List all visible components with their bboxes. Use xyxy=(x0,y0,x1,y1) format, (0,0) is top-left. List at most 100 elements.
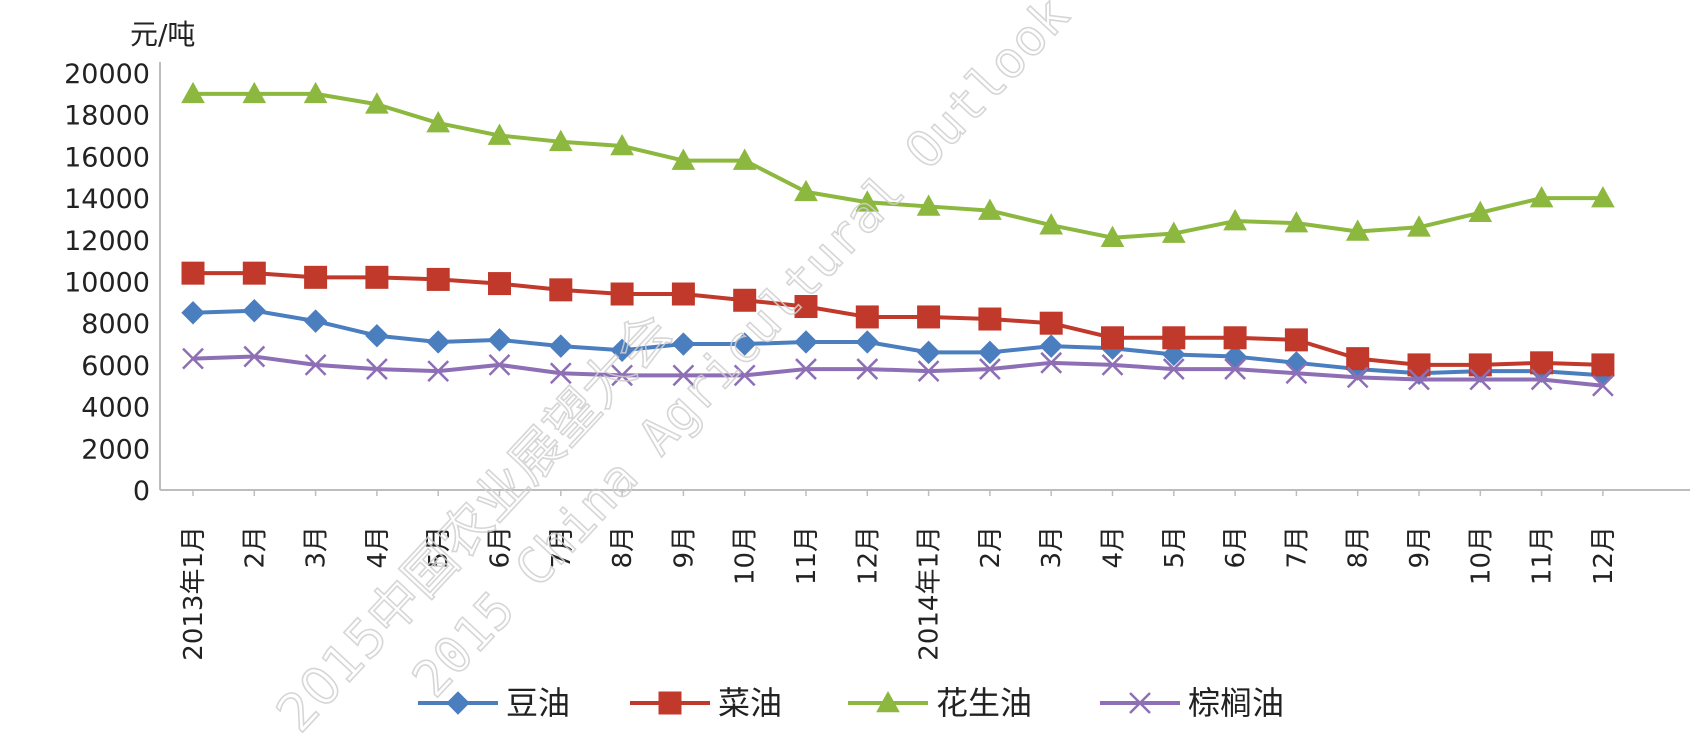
data-point xyxy=(1039,311,1063,335)
data-point xyxy=(365,324,389,348)
data-point xyxy=(1408,368,1430,391)
data-point xyxy=(979,358,1001,380)
series-3 xyxy=(181,81,1615,248)
data-point xyxy=(242,298,267,323)
data-point xyxy=(303,309,328,333)
data-point xyxy=(181,301,205,325)
data-point xyxy=(1039,213,1064,235)
x-tick-label: 2014年1月 xyxy=(915,526,945,661)
data-point xyxy=(1591,353,1615,377)
data-point xyxy=(1039,334,1063,358)
x-tick-label: 3月 xyxy=(1037,526,1067,569)
data-point xyxy=(855,305,879,329)
data-point xyxy=(1592,374,1614,397)
data-point xyxy=(1468,353,1492,377)
data-point xyxy=(1407,353,1431,377)
data-point xyxy=(1345,219,1370,241)
data-point xyxy=(671,148,696,170)
data-point xyxy=(611,364,633,387)
x-tick-label: 2月 xyxy=(976,526,1006,569)
y-tick-label: 12000 xyxy=(64,226,150,257)
x-tick-label: 11月 xyxy=(792,526,822,585)
data-point xyxy=(488,272,511,296)
y-tick-label: 20000 xyxy=(64,59,150,90)
x-tick-label: 11月 xyxy=(1528,526,1558,585)
legend-label: 棕榈油 xyxy=(1188,684,1284,722)
data-point xyxy=(855,190,880,212)
data-point xyxy=(1469,368,1492,391)
x-tick-label: 12月 xyxy=(853,526,883,585)
data-point xyxy=(548,129,573,152)
y-tick-label: 10000 xyxy=(64,268,150,299)
data-point xyxy=(855,330,880,354)
data-point xyxy=(795,358,817,380)
series-line xyxy=(192,308,1604,378)
data-point xyxy=(1100,225,1125,248)
data-point xyxy=(1161,221,1186,243)
series-1 xyxy=(181,298,1615,388)
data-point xyxy=(1040,351,1063,374)
data-point xyxy=(181,261,205,285)
legend-item: 菜油 xyxy=(630,684,782,722)
data-point xyxy=(487,123,512,145)
x-tick-label: 8月 xyxy=(608,526,638,569)
legend-label: 花生油 xyxy=(936,684,1032,722)
data-point xyxy=(610,282,634,306)
x-tick-label: 3月 xyxy=(302,526,332,569)
data-point xyxy=(1284,328,1308,352)
x-tick-label: 6月 xyxy=(486,526,516,569)
data-point xyxy=(304,354,327,376)
data-point xyxy=(1223,326,1247,350)
data-point xyxy=(978,198,1002,220)
data-point xyxy=(366,358,388,380)
x-tick-label: 5月 xyxy=(424,526,454,569)
data-point xyxy=(916,340,941,365)
legend-marker xyxy=(1129,692,1151,714)
data-point xyxy=(671,332,696,356)
legend-item: 豆油 xyxy=(418,684,570,722)
y-tick-label: 14000 xyxy=(64,184,150,215)
x-tick-label: 12月 xyxy=(1589,526,1619,585)
y-tick-label: 6000 xyxy=(81,351,150,382)
data-point xyxy=(1468,200,1493,222)
x-tick-label: 2013年1月 xyxy=(179,526,209,661)
series-line xyxy=(193,91,1603,240)
series-line xyxy=(193,271,1603,367)
data-point xyxy=(549,334,573,358)
data-point xyxy=(303,81,328,104)
y-axis-unit-label: 元/吨 xyxy=(130,18,195,51)
y-tick-label: 4000 xyxy=(81,393,150,424)
x-tick-label: 2月 xyxy=(240,526,270,569)
x-tick-label: 5月 xyxy=(1160,526,1190,569)
data-point xyxy=(1284,211,1309,233)
data-point xyxy=(304,265,328,289)
data-point xyxy=(1530,351,1554,375)
legend: 豆油 菜油 花生油 棕榈油 xyxy=(418,684,1284,722)
data-point xyxy=(426,111,451,133)
x-tick-label: 10月 xyxy=(731,526,761,585)
x-tick-label: 8月 xyxy=(1344,526,1374,569)
x-tick-label: 4月 xyxy=(1099,526,1129,569)
data-point xyxy=(1529,186,1554,208)
y-tick-label: 8000 xyxy=(81,309,150,340)
data-point xyxy=(242,261,266,285)
series-line xyxy=(192,354,1604,388)
x-axis-ticks: 2013年1月 2月 3月 4月 5月 6月 7月 8月 9月 10月 11月 12月 2014年1月 2… xyxy=(179,490,1619,661)
data-point xyxy=(794,295,818,319)
data-point xyxy=(1407,215,1431,237)
data-point xyxy=(732,148,757,170)
data-point xyxy=(487,328,512,352)
legend-label: 豆油 xyxy=(506,684,570,722)
data-point xyxy=(488,354,511,376)
data-point xyxy=(610,133,634,156)
data-point xyxy=(610,338,634,363)
data-point xyxy=(1591,186,1615,208)
x-tick-label: 9月 xyxy=(669,526,699,569)
data-point xyxy=(794,179,818,202)
data-point xyxy=(1346,366,1369,389)
data-point xyxy=(1284,351,1309,375)
data-point xyxy=(916,194,941,216)
data-point xyxy=(242,81,267,104)
data-point xyxy=(733,288,757,312)
